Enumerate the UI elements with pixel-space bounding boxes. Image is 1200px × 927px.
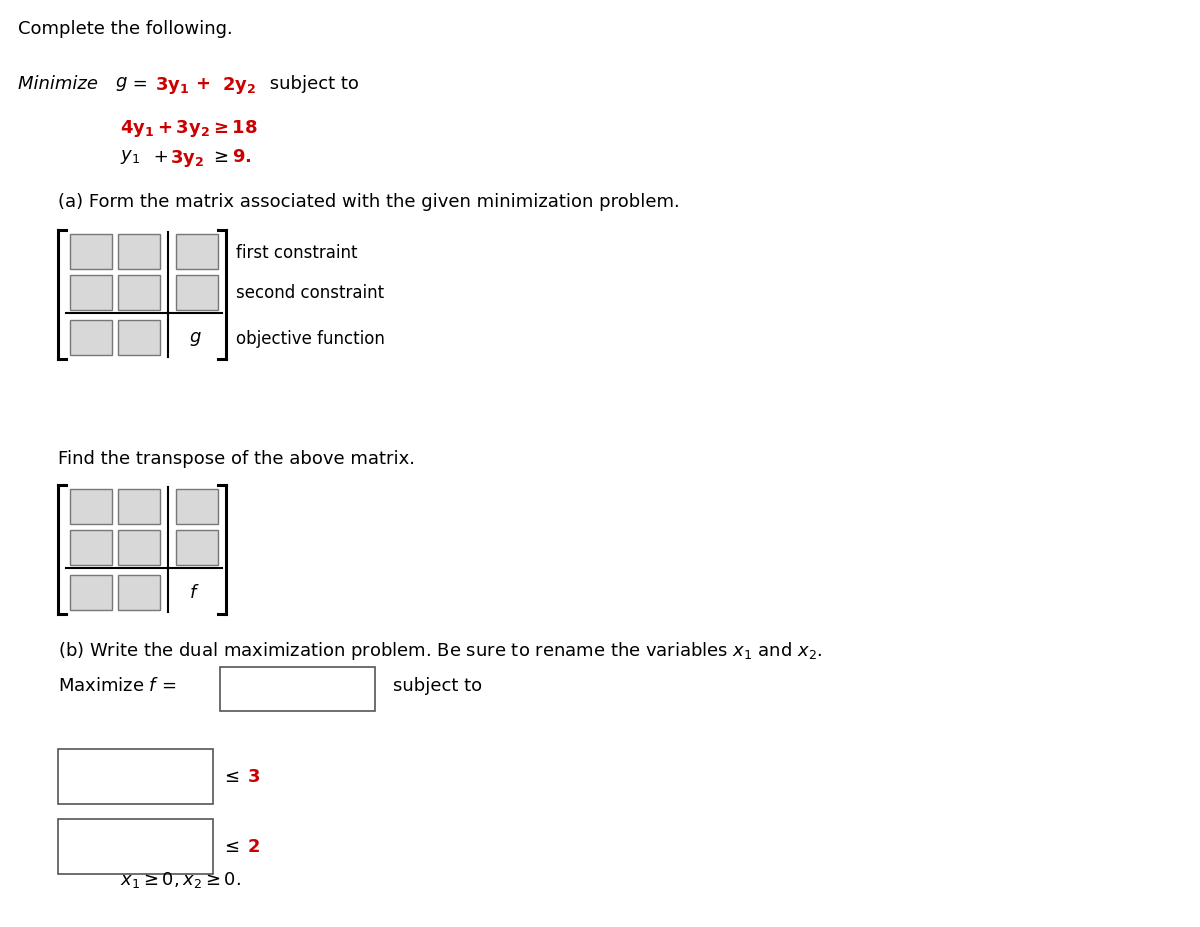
Bar <box>58 819 214 874</box>
Text: Find the transpose of the above matrix.: Find the transpose of the above matrix. <box>58 450 415 467</box>
Text: $\leq$: $\leq$ <box>221 768 245 786</box>
Text: $\mathbf{4y_1 + 3y_2 \geq 18}$: $\mathbf{4y_1 + 3y_2 \geq 18}$ <box>120 118 258 139</box>
Bar <box>70 321 112 356</box>
Text: $x_1 \geq 0, x_2 \geq 0.$: $x_1 \geq 0, x_2 \geq 0.$ <box>120 870 241 889</box>
Text: subject to: subject to <box>264 75 359 93</box>
Text: $\leq$: $\leq$ <box>221 838 245 856</box>
Bar <box>176 275 218 311</box>
Bar <box>118 489 160 525</box>
Text: =: = <box>127 75 154 93</box>
Text: objective function: objective function <box>236 329 385 347</box>
Text: $\mathbf{2y_2}$: $\mathbf{2y_2}$ <box>222 75 256 95</box>
Text: $\mathbf{+}$: $\mathbf{+}$ <box>194 75 210 93</box>
Text: +: + <box>148 147 174 166</box>
Bar <box>176 489 218 525</box>
Bar <box>118 321 160 356</box>
Text: Complete the following.: Complete the following. <box>18 20 233 38</box>
Bar <box>70 275 112 311</box>
Text: Maximize $f$ =: Maximize $f$ = <box>58 677 176 694</box>
Bar <box>70 576 112 610</box>
Bar <box>220 667 374 711</box>
Text: $g$: $g$ <box>188 329 202 347</box>
Bar <box>118 235 160 270</box>
Text: (b) Write the dual maximization problem. Be sure to rename the variables $x_1$ a: (b) Write the dual maximization problem.… <box>58 640 822 661</box>
Text: first constraint: first constraint <box>236 243 358 261</box>
Bar <box>118 530 160 565</box>
Bar <box>70 489 112 525</box>
Text: 2: 2 <box>248 838 260 856</box>
Text: $\mathbf{9.}$: $\mathbf{9.}$ <box>232 147 252 166</box>
Text: $y_1$: $y_1$ <box>120 147 140 166</box>
Text: second constraint: second constraint <box>236 285 384 302</box>
Bar <box>58 749 214 804</box>
Bar <box>118 275 160 311</box>
Text: (a) Form the matrix associated with the given minimization problem.: (a) Form the matrix associated with the … <box>58 193 679 210</box>
Bar <box>176 235 218 270</box>
Bar <box>118 576 160 610</box>
Bar <box>70 235 112 270</box>
Text: $g$: $g$ <box>115 75 127 93</box>
Text: $f$: $f$ <box>188 584 199 602</box>
Text: 3: 3 <box>248 768 260 786</box>
Text: $\mathbf{3y_1}$: $\mathbf{3y_1}$ <box>155 75 190 95</box>
Bar <box>70 530 112 565</box>
Text: subject to: subject to <box>394 677 482 694</box>
Text: Minimize: Minimize <box>18 75 103 93</box>
Text: $\geq$: $\geq$ <box>210 147 229 166</box>
Bar <box>176 530 218 565</box>
Text: $\mathbf{3y_2}$: $\mathbf{3y_2}$ <box>170 147 204 169</box>
